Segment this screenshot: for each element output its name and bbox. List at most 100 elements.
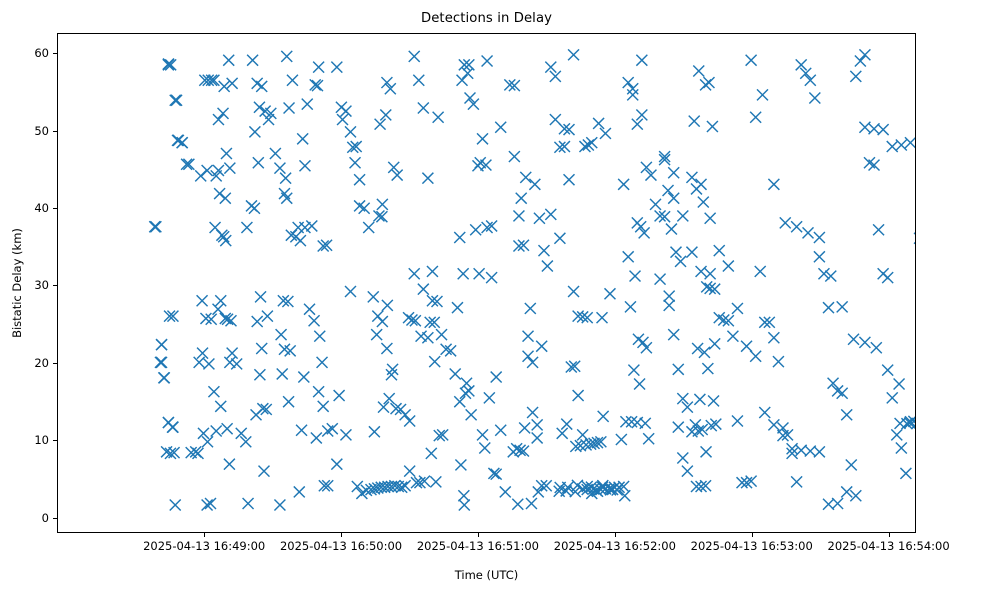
scatter-point	[412, 74, 425, 87]
x-axis-label: Time (UTC)	[454, 568, 519, 582]
scatter-point	[698, 346, 711, 359]
scatter-point	[202, 74, 215, 87]
scatter-point	[568, 360, 581, 373]
scatter-point	[519, 171, 532, 184]
scatter-point	[350, 140, 363, 153]
scatter-point	[654, 273, 667, 286]
scatter-point	[526, 356, 539, 369]
scatter-point	[223, 356, 236, 369]
scatter-points-group	[148, 48, 915, 512]
scatter-point	[312, 61, 325, 74]
scatter-point	[261, 310, 274, 323]
scatter-point	[517, 445, 530, 458]
page-title: Detections in Delay	[420, 11, 553, 26]
scatter-point	[262, 113, 275, 126]
scatter-point	[380, 342, 393, 355]
scatter-point	[518, 421, 531, 434]
scatter-point	[321, 479, 334, 492]
scatter-point	[166, 310, 179, 323]
scatter-point	[251, 315, 264, 328]
scatter-point	[176, 136, 189, 149]
scatter-point	[697, 196, 710, 209]
scatter-point	[872, 223, 885, 236]
scatter-point	[804, 74, 817, 87]
scatter-point	[402, 311, 415, 324]
scatter-point	[745, 54, 758, 67]
scatter-point	[395, 481, 408, 494]
scatter-point	[473, 267, 486, 280]
scatter-point	[537, 244, 550, 257]
scatter-point	[467, 98, 480, 111]
scatter-point	[471, 159, 484, 172]
scatter-point	[303, 303, 316, 316]
x-tick-mark	[341, 533, 342, 537]
scatter-point	[250, 408, 263, 421]
scatter-point	[658, 210, 671, 223]
scatter-point	[667, 328, 680, 341]
scatter-point	[658, 153, 671, 166]
scatter-point	[731, 415, 744, 427]
scatter-point	[221, 422, 234, 435]
scatter-point	[333, 389, 346, 402]
scatter-point	[219, 312, 232, 325]
scatter-point	[309, 78, 322, 91]
x-tick-label: 2025-04-13 16:54:00	[827, 539, 950, 553]
scatter-point	[339, 105, 352, 118]
scatter-point	[627, 364, 640, 377]
scatter-point	[749, 350, 762, 363]
scatter-point	[399, 408, 412, 421]
scatter-point	[696, 423, 709, 436]
scatter-point	[581, 311, 594, 324]
scatter-point	[494, 424, 507, 437]
scatter-point	[622, 250, 635, 263]
scatter-point	[662, 184, 675, 197]
scatter-point	[634, 220, 647, 233]
scatter-point	[913, 232, 915, 245]
scatter-point	[313, 330, 326, 343]
scatter-point	[845, 458, 858, 471]
scatter-point	[631, 118, 644, 131]
scatter-point	[522, 350, 535, 363]
scatter-point	[485, 271, 498, 284]
scatter-point	[511, 498, 524, 511]
scatter-point	[558, 140, 571, 153]
scatter-point	[444, 344, 457, 357]
scatter-point	[453, 231, 466, 244]
scatter-layer	[148, 48, 915, 512]
scatter-point	[368, 425, 381, 438]
scatter-point	[689, 418, 702, 431]
scatter-point	[408, 267, 421, 280]
scatter-point	[672, 363, 685, 376]
x-tick-mark	[752, 533, 753, 537]
scatter-point	[596, 479, 609, 492]
scatter-point	[191, 447, 204, 460]
scatter-point	[257, 465, 270, 478]
scatter-point	[907, 415, 915, 428]
scatter-point	[449, 367, 462, 380]
scatter-point	[508, 150, 521, 163]
scatter-point	[478, 441, 491, 454]
scatter-point	[813, 250, 826, 263]
scatter-point	[635, 54, 648, 67]
scatter-point	[430, 295, 443, 308]
scatter-point	[619, 415, 632, 428]
scatter-point	[560, 418, 573, 431]
scatter-point	[280, 192, 293, 205]
scatter-point	[391, 169, 404, 182]
scatter-point	[426, 294, 439, 307]
plot-area[interactable]	[57, 33, 916, 533]
scatter-point	[528, 178, 541, 191]
scatter-point	[596, 481, 609, 494]
scatter-point	[669, 246, 682, 259]
scatter-point	[454, 458, 467, 471]
scatter-point	[567, 285, 580, 298]
scatter-point	[584, 438, 597, 451]
scatter-point	[205, 74, 218, 87]
scatter-point	[281, 295, 294, 308]
scatter-point	[847, 333, 860, 346]
x-tick-mark	[889, 533, 890, 537]
scatter-point	[248, 202, 261, 215]
scatter-point	[726, 330, 739, 343]
scatter-point	[417, 283, 430, 296]
